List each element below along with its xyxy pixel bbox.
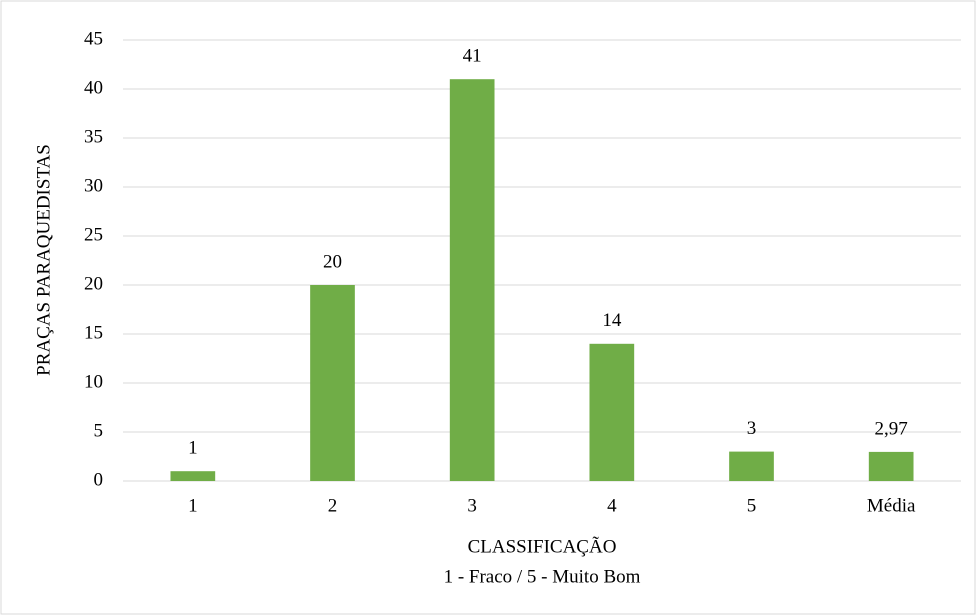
x-tick-label: 5 [747, 495, 757, 516]
y-tick-label: 30 [84, 175, 103, 196]
x-tick-label: 3 [467, 495, 477, 516]
bar [729, 451, 774, 481]
x-axis-label: CLASSIFICAÇÃO [468, 535, 617, 557]
x-tick-label: 2 [328, 495, 338, 516]
y-tick-label: 35 [84, 126, 103, 147]
bar [170, 471, 216, 481]
bar [868, 451, 914, 481]
data-label: 2,97 [875, 418, 908, 439]
y-tick-label: 5 [94, 420, 104, 441]
data-label: 1 [188, 438, 198, 459]
data-label: 41 [463, 46, 482, 67]
y-tick-label: 0 [94, 469, 104, 490]
data-label: 3 [747, 418, 757, 439]
y-tick-label: 15 [84, 322, 103, 343]
x-tick-label: 1 [188, 495, 198, 516]
data-label: 20 [323, 251, 342, 272]
y-tick-label: 25 [84, 224, 103, 245]
x-axis-label: 1 - Fraco / 5 - Muito Bom [444, 566, 641, 587]
y-tick-label: 40 [84, 77, 103, 98]
x-tick-label: 4 [607, 495, 617, 516]
bar [449, 79, 495, 481]
bar [310, 285, 355, 481]
bar [589, 343, 635, 481]
y-tick-label: 20 [84, 273, 103, 294]
data-label: 14 [602, 310, 622, 331]
x-tick-label: Média [867, 495, 916, 516]
y-tick-label: 45 [84, 28, 103, 49]
y-tick-label: 10 [84, 371, 103, 392]
y-axis-label: PRAÇAS PARAQUEDISTAS [33, 144, 54, 376]
